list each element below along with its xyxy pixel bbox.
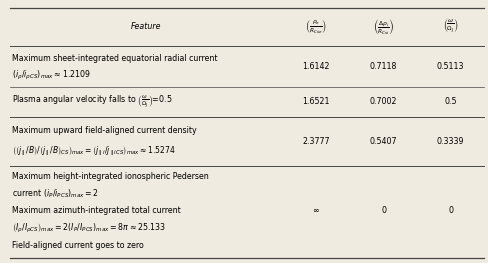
Text: $\left(\frac{\omega}{\Omega_J}\right)$: $\left(\frac{\omega}{\Omega_J}\right)$ <box>442 18 458 36</box>
Text: 0.7002: 0.7002 <box>369 97 396 107</box>
Text: $\infty$: $\infty$ <box>312 206 320 215</box>
Text: $\left(I_\rho/I_{\rho CS}\right)_{max} = 2\left(I_P/I_{PCS}\right)_{max} = 8\pi : $\left(I_\rho/I_{\rho CS}\right)_{max} =… <box>12 222 165 235</box>
Text: Maximum azimuth-integrated total current: Maximum azimuth-integrated total current <box>12 206 180 215</box>
Text: 0.7118: 0.7118 <box>369 62 396 71</box>
Text: $(i_\rho/i_{\rho CS})_{max} \approx 1.2109$: $(i_\rho/i_{\rho CS})_{max} \approx 1.21… <box>12 69 90 82</box>
Text: 1.6142: 1.6142 <box>302 62 329 71</box>
Text: $\left(\frac{\rho_e}{R_{Cse}}\right)$: $\left(\frac{\rho_e}{R_{Cse}}\right)$ <box>305 18 326 36</box>
Text: Maximum sheet-integrated equatorial radial current: Maximum sheet-integrated equatorial radi… <box>12 54 217 63</box>
Text: 0: 0 <box>380 206 385 215</box>
Text: 0: 0 <box>447 206 452 215</box>
Text: 0.3339: 0.3339 <box>436 137 464 146</box>
Text: $\left(\left(j_\parallel/B\right)/\left(j_\parallel/B\right)_{CS}\right)_{max} =: $\left(\left(j_\parallel/B\right)/\left(… <box>12 144 175 158</box>
Text: 1.6521: 1.6521 <box>302 97 329 107</box>
Text: 2.3777: 2.3777 <box>302 137 329 146</box>
Text: 0.5113: 0.5113 <box>436 62 464 71</box>
Text: Maximum height-integrated ionospheric Pedersen: Maximum height-integrated ionospheric Pe… <box>12 172 208 181</box>
Text: 0.5407: 0.5407 <box>369 137 396 146</box>
Text: Maximum upward field-aligned current density: Maximum upward field-aligned current den… <box>12 126 196 135</box>
Text: Field-aligned current goes to zero: Field-aligned current goes to zero <box>12 241 143 250</box>
Text: $\left(\frac{\Delta\rho_i}{R_{Csi}}\right)$: $\left(\frac{\Delta\rho_i}{R_{Csi}}\righ… <box>372 17 394 37</box>
Text: Plasma angular velocity falls to $\left(\frac{\omega}{\Omega_J}\right)$=0.5: Plasma angular velocity falls to $\left(… <box>12 93 172 110</box>
Text: 0.5: 0.5 <box>444 97 456 107</box>
Text: Feature: Feature <box>131 22 161 32</box>
Text: current $(i_P/i_{PCS})_{max} = 2$: current $(i_P/i_{PCS})_{max} = 2$ <box>12 187 99 200</box>
